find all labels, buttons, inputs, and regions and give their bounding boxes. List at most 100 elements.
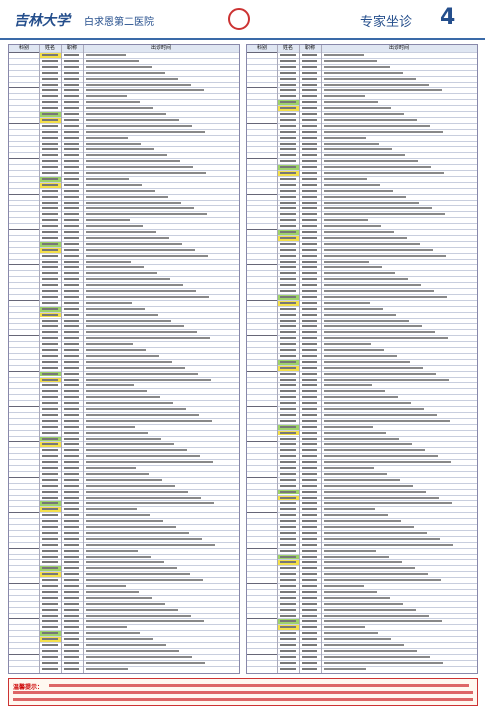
row-line xyxy=(247,134,477,136)
row-line xyxy=(9,170,239,171)
dept-separator xyxy=(9,653,39,655)
row-line xyxy=(9,116,239,118)
text-placeholder xyxy=(64,561,79,564)
text-placeholder xyxy=(324,284,421,287)
text-placeholder xyxy=(42,284,58,287)
text-placeholder xyxy=(280,54,296,56)
text-placeholder xyxy=(302,366,317,369)
text-placeholder xyxy=(42,549,58,552)
row-line xyxy=(247,111,477,112)
row-line xyxy=(9,647,239,649)
column-header: 姓名 xyxy=(39,45,61,52)
text-placeholder xyxy=(280,620,296,623)
text-placeholder xyxy=(280,649,296,652)
row-line xyxy=(9,406,239,407)
row-line xyxy=(9,559,239,561)
text-placeholder xyxy=(86,496,201,499)
text-placeholder xyxy=(86,130,205,133)
text-placeholder xyxy=(64,290,79,292)
text-placeholder xyxy=(324,54,364,56)
text-placeholder xyxy=(280,254,296,257)
text-placeholder xyxy=(302,490,317,493)
text-placeholder xyxy=(64,408,79,410)
text-placeholder xyxy=(64,567,79,570)
text-placeholder xyxy=(42,472,58,475)
text-placeholder xyxy=(302,95,317,98)
text-placeholder xyxy=(86,207,194,210)
text-placeholder xyxy=(302,266,317,269)
row-line xyxy=(9,612,239,614)
text-placeholder xyxy=(42,431,58,434)
text-placeholder xyxy=(324,195,406,198)
text-placeholder xyxy=(64,608,79,611)
text-placeholder xyxy=(324,567,415,570)
text-placeholder xyxy=(64,107,79,110)
dept-separator xyxy=(9,87,39,89)
text-placeholder xyxy=(324,649,417,652)
row-line xyxy=(247,382,477,384)
text-placeholder xyxy=(86,520,163,523)
text-placeholder xyxy=(42,378,58,381)
text-placeholder xyxy=(42,614,58,617)
dept-separator xyxy=(247,547,277,549)
row-line xyxy=(9,252,239,254)
text-placeholder xyxy=(86,172,206,174)
text-placeholder xyxy=(302,372,317,375)
text-placeholder xyxy=(302,626,317,629)
text-placeholder xyxy=(86,590,139,593)
text-placeholder xyxy=(302,431,317,434)
text-placeholder xyxy=(280,83,296,86)
row-line xyxy=(247,57,477,59)
row-line xyxy=(247,441,477,443)
text-placeholder xyxy=(42,561,58,564)
text-placeholder xyxy=(302,472,317,475)
row-line xyxy=(9,370,239,372)
text-placeholder xyxy=(64,213,79,216)
dept-separator xyxy=(9,122,39,124)
text-placeholder xyxy=(86,443,174,446)
text-placeholder xyxy=(280,579,296,582)
text-placeholder xyxy=(280,331,296,334)
row-line xyxy=(9,512,239,514)
row-line xyxy=(247,81,477,83)
text-placeholder xyxy=(86,77,178,80)
text-placeholder xyxy=(302,443,317,446)
row-line xyxy=(9,382,239,384)
row-line xyxy=(247,128,477,130)
text-placeholder xyxy=(86,567,177,570)
text-placeholder xyxy=(86,189,155,192)
text-placeholder xyxy=(64,472,79,475)
row-line xyxy=(9,317,239,319)
row-line xyxy=(247,152,477,154)
text-placeholder xyxy=(42,189,58,192)
text-placeholder xyxy=(280,461,296,464)
text-placeholder xyxy=(324,608,416,611)
row-line xyxy=(9,594,239,596)
text-placeholder xyxy=(302,130,317,133)
text-placeholder xyxy=(42,461,58,464)
row-line xyxy=(247,311,477,313)
row-line xyxy=(247,63,477,65)
text-placeholder xyxy=(280,425,296,428)
row-line xyxy=(9,400,239,402)
text-placeholder xyxy=(42,514,58,517)
dept-separator xyxy=(247,583,277,584)
text-placeholder xyxy=(42,449,58,452)
row-line xyxy=(9,388,239,390)
text-placeholder xyxy=(302,278,317,281)
text-placeholder xyxy=(280,638,296,641)
row-line xyxy=(247,93,477,95)
notice-label: 温馨提示： xyxy=(13,684,44,691)
section-title: 专家坐诊 xyxy=(360,15,413,30)
text-placeholder xyxy=(86,514,150,517)
row-line xyxy=(247,282,477,284)
text-placeholder xyxy=(86,425,135,428)
text-placeholder xyxy=(86,360,172,363)
text-placeholder xyxy=(64,531,79,534)
text-placeholder xyxy=(324,413,437,416)
text-placeholder xyxy=(86,195,168,198)
row-line xyxy=(247,323,477,325)
text-placeholder xyxy=(302,573,317,576)
text-placeholder xyxy=(324,537,440,540)
column-header: 职称 xyxy=(299,45,321,52)
